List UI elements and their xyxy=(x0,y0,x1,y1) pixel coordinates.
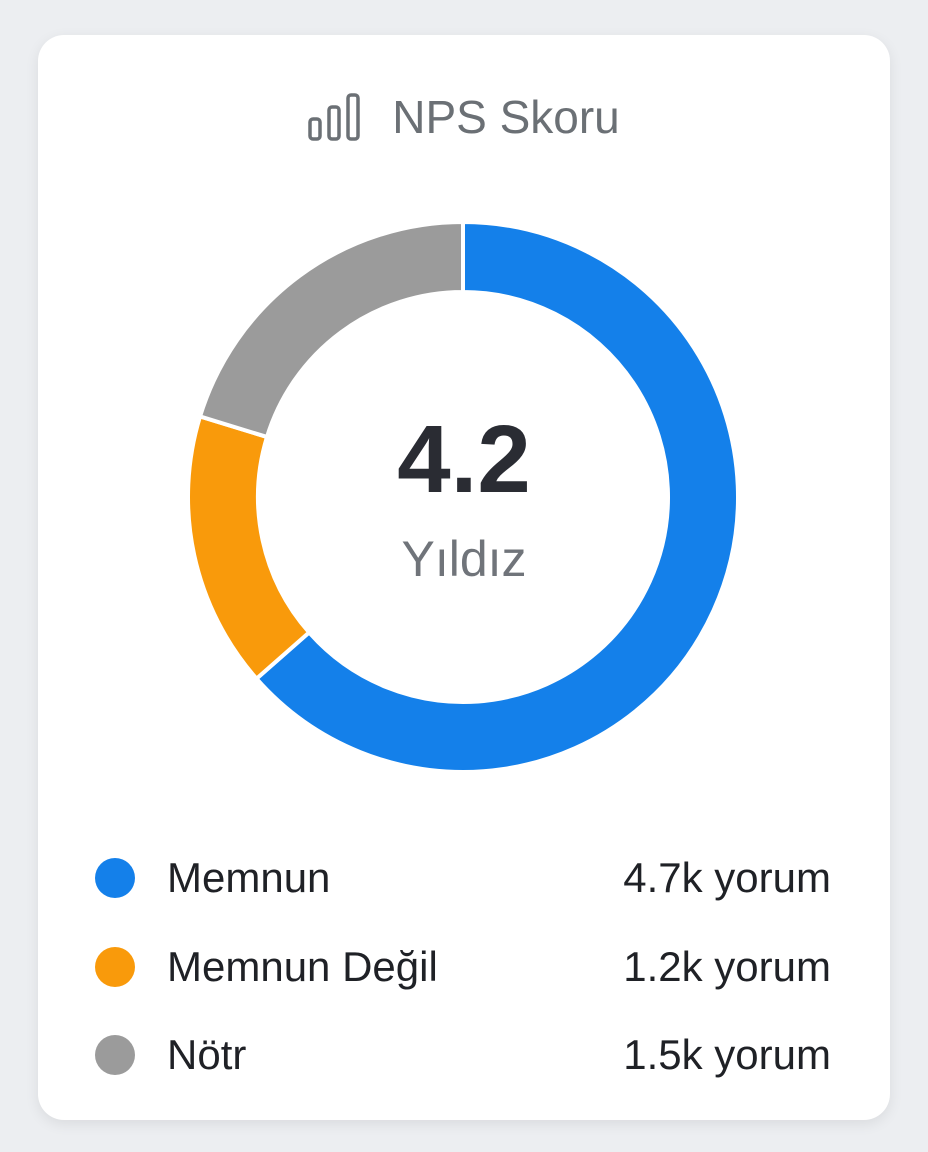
legend-item: Memnun Değil 1.2k yorum xyxy=(95,937,831,997)
legend-value: 1.2k yorum xyxy=(623,943,831,990)
legend-value: 1.5k yorum xyxy=(623,1031,831,1078)
legend-dot xyxy=(95,858,135,898)
legend-dot xyxy=(95,1035,135,1075)
donut-slice-n-tr xyxy=(197,219,465,440)
legend-label: Nötr xyxy=(167,1031,247,1078)
legend-dot xyxy=(95,947,135,987)
legend-item: Memnun 4.7k yorum xyxy=(95,848,831,908)
nps-card xyxy=(38,35,890,1120)
donut-slice-memnun xyxy=(253,219,740,774)
card-header: NPS Skoru xyxy=(0,90,928,144)
legend-item: Nötr 1.5k yorum xyxy=(95,1025,831,1085)
card-title: NPS Skoru xyxy=(392,91,620,143)
center-value: 4.2 xyxy=(397,406,531,513)
legend-label: Memnun Değil xyxy=(167,943,438,990)
center-label: Yıldız xyxy=(401,531,527,587)
bar-chart-icon xyxy=(308,93,360,141)
legend-value: 4.7k yorum xyxy=(623,854,831,901)
legend-label: Memnun xyxy=(167,854,331,901)
